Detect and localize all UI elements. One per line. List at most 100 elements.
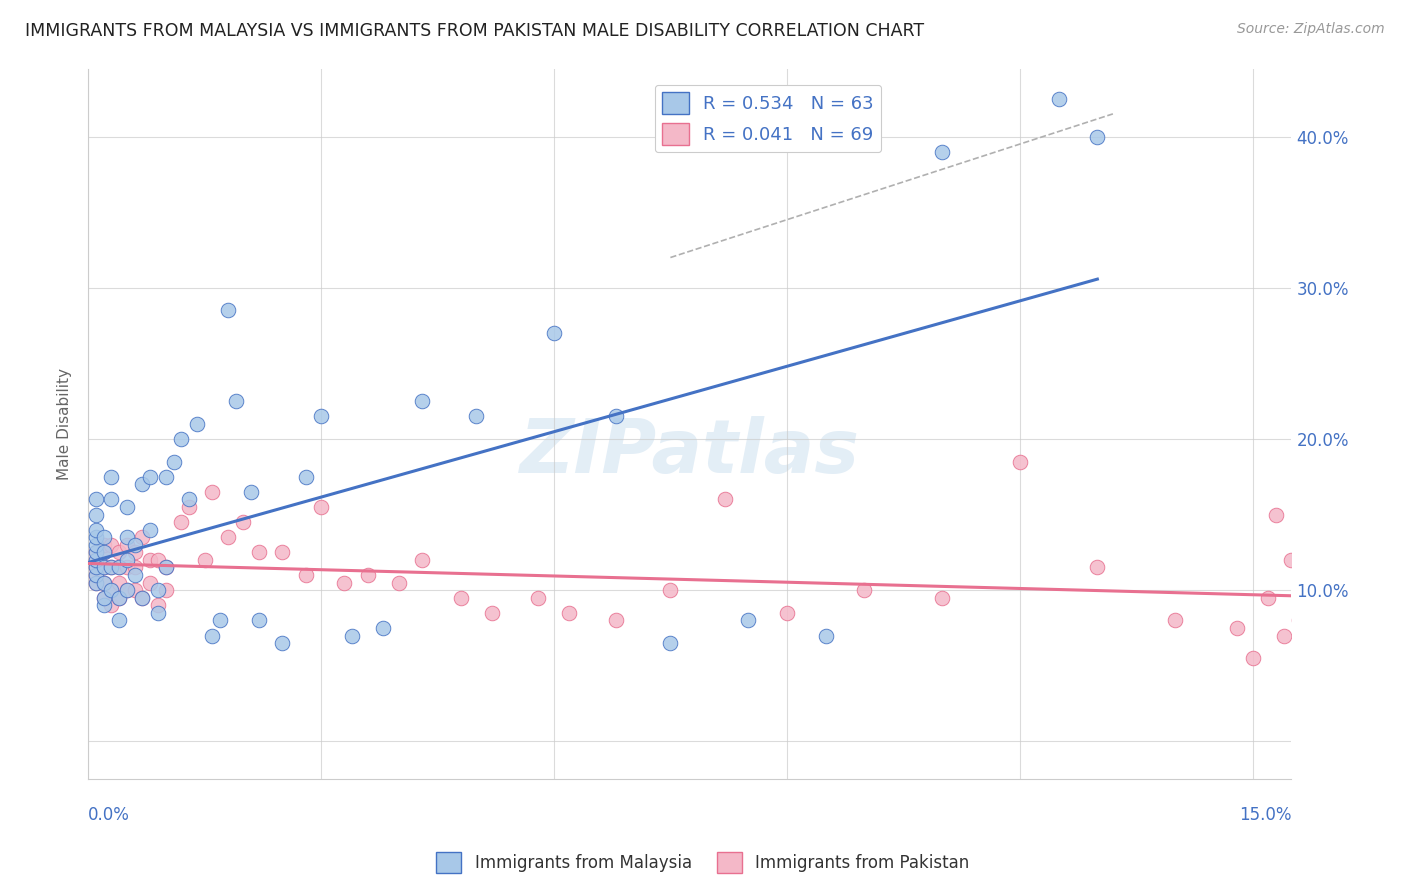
Point — [271, 545, 294, 559]
Point — [356, 568, 378, 582]
Point — [1264, 508, 1286, 522]
Point — [201, 628, 224, 642]
Point — [659, 636, 682, 650]
Point — [1272, 628, 1295, 642]
Point — [108, 614, 131, 628]
Point — [146, 606, 169, 620]
Point — [100, 492, 122, 507]
Point — [139, 553, 162, 567]
Point — [115, 560, 138, 574]
Point — [93, 591, 115, 605]
Text: IMMIGRANTS FROM MALAYSIA VS IMMIGRANTS FROM PAKISTAN MALE DISABILITY CORRELATION: IMMIGRANTS FROM MALAYSIA VS IMMIGRANTS F… — [25, 22, 924, 40]
Point — [124, 560, 146, 574]
Point — [931, 591, 953, 605]
Point — [776, 606, 799, 620]
Text: 0.0%: 0.0% — [89, 806, 129, 824]
Point — [139, 523, 162, 537]
Point — [247, 614, 270, 628]
Point — [931, 145, 953, 159]
Point — [84, 492, 107, 507]
Point — [659, 583, 682, 598]
Point — [108, 575, 131, 590]
Point — [131, 591, 153, 605]
Point — [155, 469, 177, 483]
Point — [93, 545, 115, 559]
Point — [93, 560, 115, 574]
Point — [1257, 591, 1279, 605]
Point — [543, 326, 565, 340]
Point — [93, 575, 115, 590]
Point — [93, 530, 115, 544]
Point — [155, 560, 177, 574]
Point — [481, 606, 503, 620]
Point — [240, 484, 263, 499]
Point — [84, 530, 107, 544]
Point — [93, 575, 115, 590]
Legend: Immigrants from Malaysia, Immigrants from Pakistan: Immigrants from Malaysia, Immigrants fro… — [430, 846, 976, 880]
Point — [124, 545, 146, 559]
Point — [1226, 621, 1249, 635]
Point — [115, 530, 138, 544]
Point — [1085, 560, 1108, 574]
Point — [124, 568, 146, 582]
Point — [162, 455, 184, 469]
Text: ZIPatlas: ZIPatlas — [520, 416, 860, 489]
Point — [84, 560, 107, 574]
Point — [139, 575, 162, 590]
Point — [1288, 614, 1310, 628]
Legend: R = 0.534   N = 63, R = 0.041   N = 69: R = 0.534 N = 63, R = 0.041 N = 69 — [655, 85, 882, 153]
Point — [84, 553, 107, 567]
Point — [247, 545, 270, 559]
Point — [146, 583, 169, 598]
Point — [115, 538, 138, 552]
Point — [186, 417, 208, 431]
Point — [100, 560, 122, 574]
Point — [814, 628, 837, 642]
Point — [100, 538, 122, 552]
Point — [115, 583, 138, 598]
Point — [737, 614, 759, 628]
Point — [108, 591, 131, 605]
Point — [84, 538, 107, 552]
Point — [309, 409, 332, 424]
Point — [1085, 129, 1108, 144]
Point — [115, 583, 138, 598]
Point — [217, 303, 239, 318]
Point — [100, 583, 122, 598]
Point — [84, 545, 107, 559]
Point — [605, 409, 627, 424]
Point — [177, 492, 200, 507]
Point — [131, 477, 153, 491]
Point — [146, 599, 169, 613]
Point — [146, 553, 169, 567]
Point — [108, 545, 131, 559]
Point — [131, 530, 153, 544]
Point — [93, 599, 115, 613]
Point — [84, 575, 107, 590]
Point — [115, 553, 138, 567]
Text: 15.0%: 15.0% — [1239, 806, 1292, 824]
Point — [271, 636, 294, 650]
Point — [100, 560, 122, 574]
Point — [1281, 553, 1303, 567]
Point — [294, 568, 316, 582]
Text: Source: ZipAtlas.com: Source: ZipAtlas.com — [1237, 22, 1385, 37]
Point — [84, 545, 107, 559]
Point — [232, 515, 254, 529]
Point — [93, 560, 115, 574]
Point — [84, 523, 107, 537]
Point — [225, 394, 247, 409]
Point — [411, 394, 433, 409]
Point — [373, 621, 395, 635]
Point — [853, 583, 876, 598]
Y-axis label: Male Disability: Male Disability — [58, 368, 72, 480]
Point — [209, 614, 232, 628]
Point — [177, 500, 200, 514]
Point — [1241, 651, 1264, 665]
Point — [84, 508, 107, 522]
Point — [108, 560, 131, 574]
Point — [558, 606, 581, 620]
Point — [84, 568, 107, 582]
Point — [1047, 92, 1070, 106]
Point — [411, 553, 433, 567]
